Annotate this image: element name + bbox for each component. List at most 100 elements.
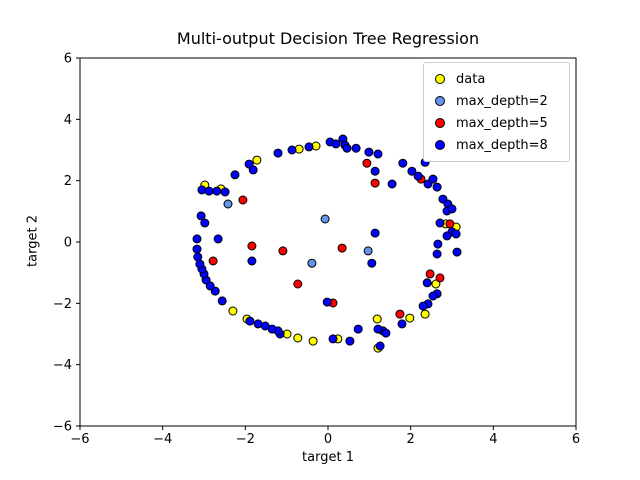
scatter-point-max_depth=2 — [320, 214, 330, 224]
legend-label-data: data — [456, 71, 486, 87]
x-tick-label: −2 — [236, 432, 255, 447]
legend-label-depth2: max_depth=2 — [456, 93, 548, 109]
scatter-point-max_depth=5 — [425, 269, 435, 279]
scatter-point-max_depth=5 — [208, 256, 218, 266]
y-tick-label: 6 — [64, 52, 72, 67]
scatter-point-max_depth=5 — [238, 195, 248, 205]
scatter-point-data — [228, 306, 238, 316]
scatter-point-max_depth=8 — [397, 319, 407, 329]
scatter-point-data — [293, 333, 303, 343]
scatter-point-data — [405, 313, 415, 323]
scatter-point-max_depth=8 — [364, 147, 374, 157]
scatter-point-max_depth=8 — [287, 145, 297, 155]
scatter-point-max_depth=8 — [407, 166, 417, 176]
scatter-point-max_depth=5 — [337, 243, 347, 253]
y-tick-label: −2 — [53, 297, 72, 312]
legend-marker-depth5-icon — [435, 118, 445, 128]
scatter-point-max_depth=8 — [220, 187, 230, 197]
scatter-point-max_depth=8 — [381, 328, 391, 338]
y-tick-label: 4 — [64, 113, 72, 128]
y-tick-label: −6 — [53, 420, 72, 435]
scatter-point-max_depth=5 — [362, 158, 372, 168]
x-tick-label: −4 — [153, 432, 172, 447]
scatter-point-max_depth=8 — [432, 249, 442, 259]
scatter-point-max_depth=8 — [245, 316, 255, 326]
scatter-point-max_depth=8 — [442, 231, 452, 241]
x-tick-label: 4 — [489, 432, 497, 447]
legend-item-depth2: max_depth=2 — [424, 90, 569, 112]
legend-marker-data-icon — [435, 74, 445, 84]
scatter-point-data — [372, 314, 382, 324]
x-tick-label: −6 — [70, 432, 89, 447]
scatter-point-max_depth=5 — [445, 219, 455, 229]
scatter-point-max_depth=5 — [370, 178, 380, 188]
scatter-point-max_depth=8 — [351, 143, 361, 153]
scatter-point-max_depth=8 — [192, 244, 202, 254]
scatter-point-max_depth=8 — [248, 165, 258, 175]
scatter-point-max_depth=8 — [345, 336, 355, 346]
y-tick-label: 2 — [64, 174, 72, 189]
scatter-point-max_depth=8 — [447, 204, 457, 214]
scatter-point-max_depth=8 — [375, 341, 385, 351]
scatter-point-max_depth=8 — [200, 218, 210, 228]
scatter-point-max_depth=5 — [395, 309, 405, 319]
legend-item-depth8: max_depth=8 — [424, 134, 569, 156]
x-tick-label: 2 — [407, 432, 415, 447]
scatter-point-max_depth=8 — [435, 218, 445, 228]
scatter-point-max_depth=8 — [247, 256, 257, 266]
scatter-point-max_depth=8 — [353, 324, 363, 334]
scatter-point-max_depth=8 — [418, 301, 428, 311]
scatter-point-max_depth=8 — [217, 296, 227, 306]
scatter-point-max_depth=8 — [304, 142, 314, 152]
scatter-point-max_depth=8 — [213, 234, 223, 244]
scatter-point-max_depth=8 — [413, 171, 423, 181]
scatter-point-max_depth=8 — [370, 166, 380, 176]
scatter-point-max_depth=8 — [342, 143, 352, 153]
scatter-point-max_depth=8 — [192, 234, 202, 244]
x-tick-label: 0 — [324, 432, 332, 447]
scatter-point-max_depth=8 — [322, 297, 332, 307]
scatter-point-max_depth=5 — [247, 241, 257, 251]
scatter-point-max_depth=8 — [387, 179, 397, 189]
scatter-point-max_depth=8 — [273, 148, 283, 158]
scatter-point-max_depth=2 — [223, 199, 233, 209]
scatter-point-max_depth=8 — [196, 211, 206, 221]
scatter-point-max_depth=2 — [363, 246, 373, 256]
y-tick-label: −4 — [53, 358, 72, 373]
x-tick-label: 6 — [572, 432, 580, 447]
scatter-point-data — [431, 279, 441, 289]
scatter-point-max_depth=8 — [451, 229, 461, 239]
scatter-point-max_depth=8 — [367, 258, 377, 268]
scatter-point-max_depth=8 — [428, 291, 438, 301]
y-axis-label: target 2 — [25, 215, 41, 267]
chart-title: Multi-output Decision Tree Regression — [176, 29, 480, 48]
scatter-point-max_depth=8 — [328, 334, 338, 344]
scatter-point-max_depth=2 — [307, 258, 317, 268]
scatter-point-max_depth=8 — [398, 158, 408, 168]
scatter-point-max_depth=8 — [204, 186, 214, 196]
scatter-point-max_depth=8 — [433, 239, 443, 249]
scatter-point-data — [252, 155, 262, 165]
scatter-point-max_depth=8 — [230, 170, 240, 180]
scatter-point-max_depth=5 — [435, 273, 445, 283]
scatter-point-max_depth=8 — [253, 319, 263, 329]
legend-label-depth5: max_depth=5 — [456, 115, 548, 131]
legend: data max_depth=2 max_depth=5 max_depth=8 — [423, 62, 570, 162]
legend-label-depth8: max_depth=8 — [456, 137, 548, 153]
scatter-point-max_depth=5 — [293, 279, 303, 289]
legend-marker-depth2-icon — [435, 96, 445, 106]
scatter-point-max_depth=8 — [370, 228, 380, 238]
scatter-point-max_depth=8 — [373, 149, 383, 159]
scatter-point-max_depth=8 — [331, 139, 341, 149]
scatter-point-max_depth=8 — [193, 252, 203, 262]
scatter-point-max_depth=8 — [432, 182, 442, 192]
scatter-point-max_depth=8 — [373, 324, 383, 334]
scatter-point-data — [420, 309, 430, 319]
scatter-point-max_depth=5 — [278, 246, 288, 256]
scatter-point-max_depth=8 — [212, 186, 222, 196]
legend-item-depth5: max_depth=5 — [424, 112, 569, 134]
x-axis-label: target 1 — [302, 450, 354, 465]
scatter-point-max_depth=8 — [428, 174, 438, 184]
